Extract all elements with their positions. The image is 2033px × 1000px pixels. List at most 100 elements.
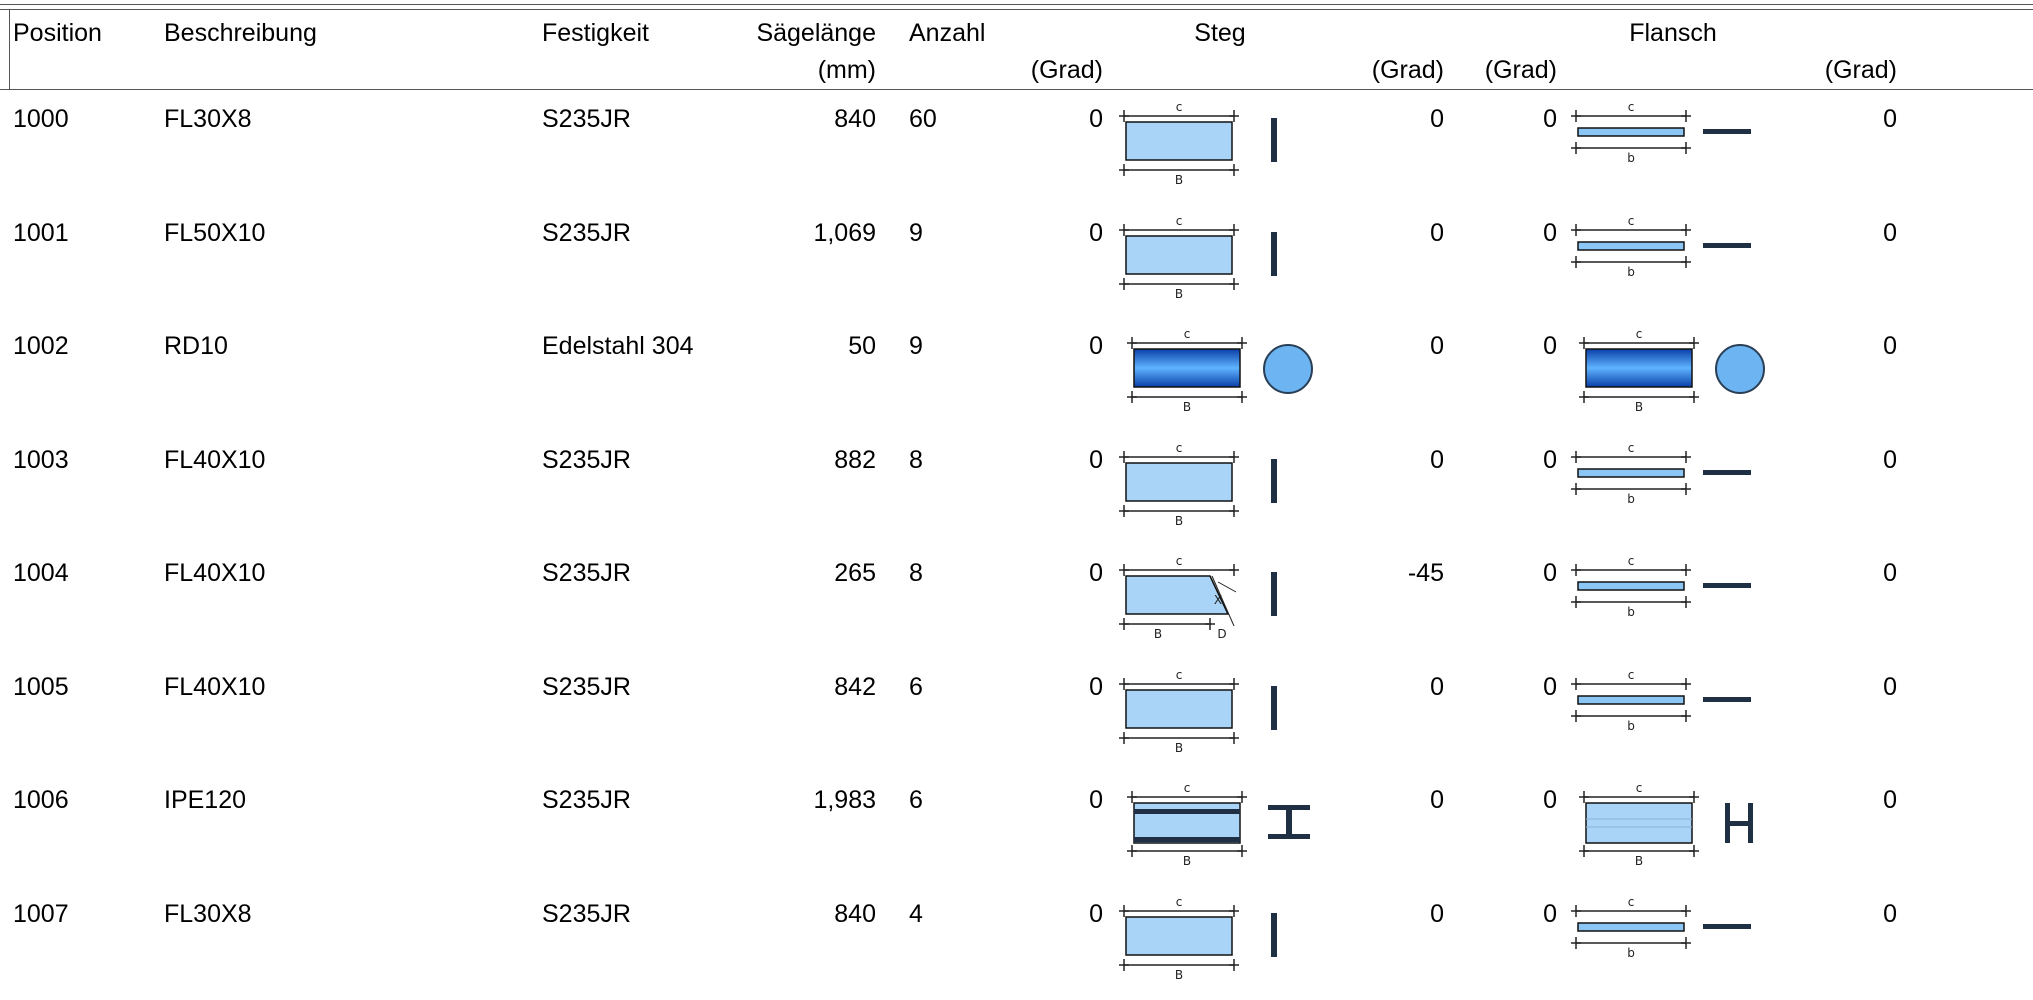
cell-festigkeit: S235JR (542, 786, 631, 814)
cell-position: 1002 (13, 332, 69, 360)
dim-label-c: c (1628, 668, 1635, 682)
dim-label-c: c (1636, 327, 1643, 341)
dim-label-c: c (1628, 441, 1635, 455)
cell-steg-end-angle: 0 (1430, 672, 1444, 701)
dim-label-c: c (1628, 895, 1635, 909)
cell-anzahl: 9 (909, 332, 923, 360)
dim-label-b: B (1635, 854, 1643, 868)
cell-anzahl: 8 (909, 445, 923, 474)
header-festigkeit: Festigkeit (542, 19, 649, 47)
cell-position: 1001 (13, 218, 69, 247)
dim-label-c: c (1628, 214, 1635, 228)
dim-label-b: B (1175, 514, 1183, 528)
cell-saegelaenge: 840 (834, 899, 876, 928)
flat-bar-web-icon: cB (1119, 100, 1277, 187)
header-steg: Steg (1194, 19, 1246, 47)
cell-steg-end-angle: 0 (1430, 332, 1444, 360)
dim-label-c: c (1636, 781, 1643, 795)
cell-saegelaenge: 1,983 (813, 786, 876, 814)
flat-bar-web-icon: cB (1119, 668, 1277, 755)
header-flansch-start-grad: (Grad) (1484, 56, 1557, 84)
header-steg-end-grad: (Grad) (1371, 56, 1444, 84)
header-anzahl: Anzahl (909, 19, 986, 47)
dim-label-b: B (1154, 627, 1162, 641)
dim-label-b: b (1627, 151, 1635, 165)
flat-bar-flange-icon: cb (1571, 214, 1751, 279)
header-saegelaenge-unit: (mm) (817, 56, 876, 84)
dim-label-b: b (1627, 605, 1635, 619)
flat-bar-web-icon: cB (1119, 214, 1277, 301)
cell-beschreibung: RD10 (164, 332, 228, 360)
cell-flansch-end-angle: 0 (1883, 218, 1897, 247)
cell-festigkeit: S235JR (542, 672, 631, 701)
cell-steg-start-angle: 0 (1089, 899, 1103, 928)
dim-label-b: B (1175, 173, 1183, 187)
dim-label-b: B (1175, 968, 1183, 982)
round-bar-icon: cB (1127, 327, 1313, 414)
dim-label-c: c (1628, 554, 1635, 568)
flat-bar-web-icon: cB (1119, 895, 1277, 982)
dim-label-b: B (1635, 400, 1643, 414)
header-flansch: Flansch (1629, 19, 1717, 47)
round-bar-icon: cB (1579, 327, 1765, 414)
dim-label-c: c (1176, 554, 1183, 568)
dim-label-b: b (1627, 492, 1635, 506)
cell-festigkeit: Edelstahl 304 (542, 332, 694, 360)
cell-steg-end-angle: 0 (1430, 786, 1444, 814)
cell-flansch-start-angle: 0 (1543, 899, 1557, 928)
cell-position: 1004 (13, 559, 69, 587)
cell-steg-end-angle: -45 (1407, 559, 1444, 587)
cell-flansch-start-angle: 0 (1543, 218, 1557, 247)
cell-beschreibung: FL40X10 (164, 672, 266, 701)
cell-flansch-start-angle: 0 (1543, 559, 1557, 587)
cell-beschreibung: FL40X10 (164, 559, 266, 587)
header-position: Position (13, 19, 102, 47)
header-bottom-rule (0, 89, 2033, 90)
cell-festigkeit: S235JR (542, 559, 631, 587)
cell-beschreibung: FL30X8 (164, 105, 252, 133)
dim-label-b: B (1175, 287, 1183, 301)
header-left-border (9, 9, 10, 90)
cell-anzahl: 9 (909, 218, 923, 247)
cell-position: 1006 (13, 786, 69, 814)
cell-beschreibung: FL30X8 (164, 899, 252, 928)
header-steg-start-grad: (Grad) (1030, 56, 1103, 84)
cell-steg-start-angle: 0 (1089, 105, 1103, 133)
dim-label-d: D (1217, 627, 1226, 641)
cell-flansch-end-angle: 0 (1883, 445, 1897, 474)
cell-flansch-start-angle: 0 (1543, 332, 1557, 360)
cell-festigkeit: S235JR (542, 445, 631, 474)
cell-anzahl: 8 (909, 559, 923, 587)
cell-flansch-start-angle: 0 (1543, 445, 1557, 474)
dim-label-c: c (1628, 100, 1635, 114)
cell-saegelaenge: 842 (834, 672, 876, 701)
cell-beschreibung: FL40X10 (164, 445, 266, 474)
flat-bar-flange-icon: cb (1571, 554, 1751, 619)
flat-bar-flange-icon: cb (1571, 668, 1751, 733)
flat-bar-flange-icon: cb (1571, 895, 1751, 960)
cell-steg-end-angle: 0 (1430, 899, 1444, 928)
dim-label-c: c (1176, 214, 1183, 228)
cell-steg-start-angle: 0 (1089, 332, 1103, 360)
cell-anzahl: 4 (909, 899, 923, 928)
cell-beschreibung: FL50X10 (164, 218, 266, 247)
cell-saegelaenge: 50 (848, 332, 876, 360)
steg-diagram: c X B D (1118, 552, 1318, 657)
cell-steg-end-angle: 0 (1430, 218, 1444, 247)
dim-label-c: c (1176, 100, 1183, 114)
cell-flansch-start-angle: 0 (1543, 672, 1557, 701)
